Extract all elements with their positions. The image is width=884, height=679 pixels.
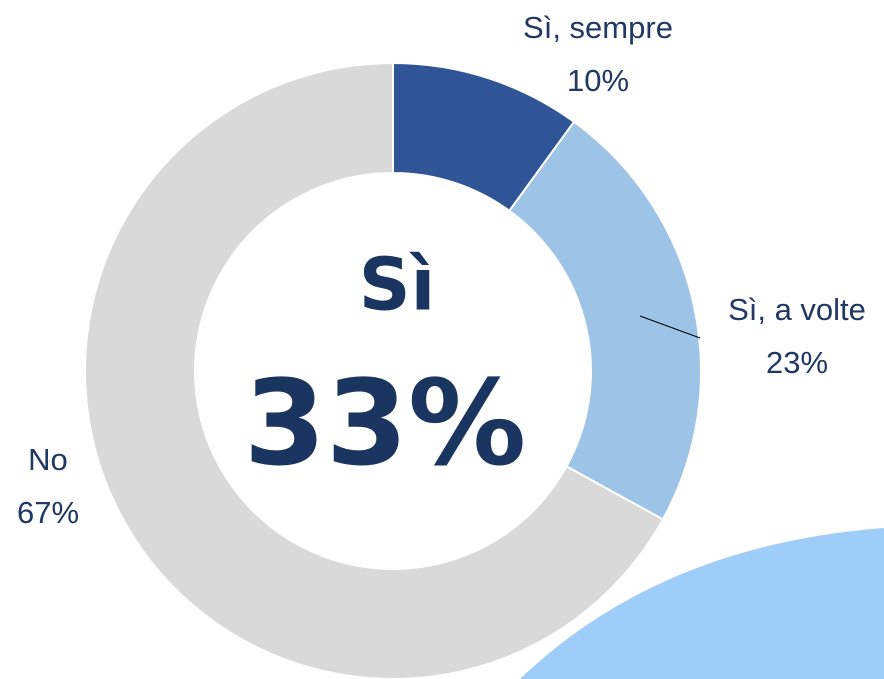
slice — [84, 61, 665, 679]
value-label: 23% — [766, 345, 828, 380]
donut — [84, 61, 702, 679]
slice — [507, 120, 702, 521]
decoration — [520, 528, 884, 679]
slice-label: Sì, sempre — [523, 10, 673, 45]
slice-label: No — [28, 442, 68, 477]
leader-line — [639, 315, 701, 339]
value-label: 10% — [567, 63, 629, 98]
center-title: Sì — [359, 243, 436, 327]
center-text: 33% — [244, 354, 526, 492]
value-label: 67% — [17, 495, 79, 530]
slice-label: Sì, a volte — [728, 292, 866, 327]
